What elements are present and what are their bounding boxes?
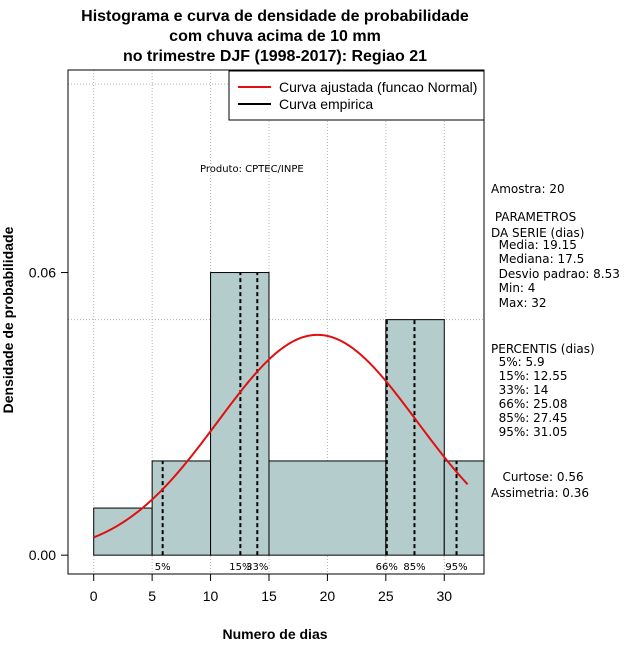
x-tick-label-15: 15 — [261, 588, 277, 604]
x-tick-label-30: 30 — [436, 588, 452, 604]
stat-p5: 5%: 5.9 — [491, 355, 545, 369]
histogram-bar-2 — [151, 460, 212, 556]
axes: 0 5 10 15 20 25 30 0.00 0.06 — [29, 69, 485, 604]
x-tick-label-0: 0 — [90, 588, 98, 604]
legend-label-empirical: Curva empirica — [279, 96, 373, 112]
stat-std-dev: Desvio padrao: 8.53 — [491, 267, 620, 281]
legend-box — [228, 70, 485, 121]
stat-p33: 33%: 14 — [491, 383, 548, 397]
legend-label-fitted: Curva ajustada (funcao Normal) — [279, 79, 477, 95]
chart-title-line-2: com chuva acima de 10 mm — [169, 28, 381, 45]
x-axis-label: Numero de dias — [222, 626, 327, 642]
stat-min: Min: 4 — [491, 281, 535, 295]
stat-params-heading: PARAMETROS — [491, 210, 576, 224]
histogram-bars — [93, 272, 485, 556]
histogram-bar-4 — [268, 460, 387, 556]
chart-title-line-1: Histograma e curva de densidade de proba… — [81, 8, 469, 25]
x-tick-label-25: 25 — [378, 588, 394, 604]
stat-mean: Media: 19.15 — [491, 238, 577, 252]
stat-sample-size: Amostra: 20 — [491, 182, 565, 196]
stat-max: Max: 32 — [491, 296, 547, 310]
stat-p15: 15%: 12.55 — [491, 369, 568, 383]
histogram-bar-1 — [93, 507, 153, 556]
x-tick-label-20: 20 — [320, 588, 336, 604]
percentile-label-66: 66% — [376, 562, 398, 573]
product-annotation: Produto: CPTEC/INPE — [200, 164, 304, 175]
fitted-curve-layer — [93, 333, 469, 539]
x-tick-label-10: 10 — [203, 588, 219, 604]
chart-title-line-3: no trimestre DJF (1998-2017): Regiao 21 — [123, 48, 427, 65]
stat-skewness: Assimetria: 0.36 — [491, 486, 589, 500]
y-tick-label-1: 0.06 — [29, 265, 56, 281]
plot-frame — [67, 69, 485, 575]
percentile-lines — [161, 272, 458, 556]
y-axis-label: Densidade de probabilidade — [0, 226, 16, 413]
percentile-label-33: 33% — [246, 562, 268, 573]
stat-p85: 85%: 27.45 — [491, 411, 568, 425]
stat-p95: 95%: 31.05 — [491, 425, 568, 439]
stat-params-heading-2: DA SERIE (dias) — [491, 226, 584, 240]
fitted-normal-curve — [93, 333, 469, 539]
histogram-bar-6 — [443, 460, 485, 556]
stat-percentiles-heading: PERCENTIS (dias) — [491, 342, 595, 356]
x-tick-label-5: 5 — [148, 588, 156, 604]
percentile-label-5: 5% — [155, 562, 171, 573]
legend: Curva ajustada (funcao Normal) Curva emp… — [228, 70, 485, 121]
stats-panel: Amostra: 20 PARAMETROS DA SERIE (dias) M… — [491, 182, 620, 500]
percentile-label-15: 15% — [229, 562, 251, 573]
stat-kurtosis: Curtose: 0.56 — [491, 470, 584, 484]
percentile-label-95: 95% — [445, 562, 467, 573]
percentile-labels: 5% 15%33% 66% 85% 95% — [155, 562, 468, 573]
stat-p66: 66%: 25.08 — [491, 397, 568, 411]
y-tick-label-0: 0.00 — [29, 547, 56, 563]
stat-median: Mediana: 17.5 — [491, 252, 584, 266]
percentile-label-85: 85% — [403, 562, 425, 573]
